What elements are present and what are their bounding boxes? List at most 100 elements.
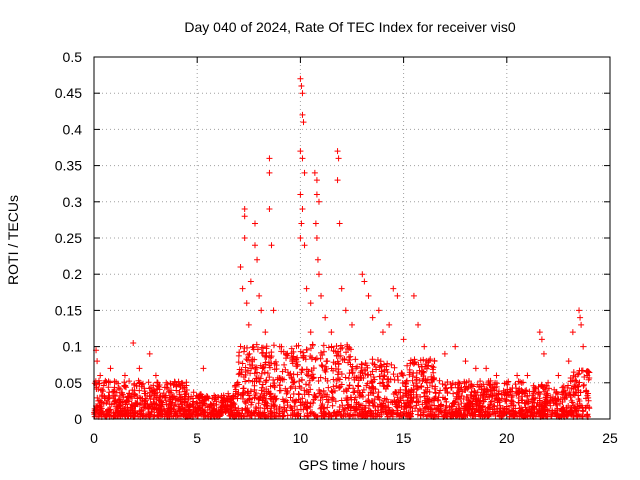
data-point [199,393,206,400]
data-point [238,371,245,378]
data-point [480,381,487,388]
data-point [420,412,427,419]
data-point [258,307,265,314]
data-point [477,392,484,399]
data-point [179,400,186,407]
data-point [232,412,239,419]
data-point [330,395,337,402]
data-point [377,380,384,387]
data-point [279,368,286,375]
data-point [199,399,206,406]
data-point [334,358,341,365]
data-point [111,398,118,405]
data-point [302,399,309,406]
data-point [487,377,494,384]
data-point [303,285,310,292]
data-point [464,385,471,392]
data-point [242,378,249,385]
data-point [248,401,255,408]
data-point [173,383,180,390]
data-point [471,405,478,412]
data-point [235,359,242,366]
data-point [288,374,295,381]
data-point [328,365,335,372]
data-point [359,271,366,278]
chart-title: Day 040 of 2024, Rate Of TEC Index for r… [184,19,515,35]
data-point [132,391,139,398]
data-point [413,399,420,406]
data-point [300,119,307,126]
data-point [296,383,303,390]
data-point [301,413,308,420]
data-point [190,389,197,396]
data-point [308,367,315,374]
data-point [147,395,154,402]
data-point [240,348,247,355]
data-point [479,403,486,410]
data-point [370,390,377,397]
data-point [456,380,463,387]
data-point [251,394,258,401]
data-point [431,412,438,419]
data-point [117,399,124,406]
data-point [374,410,381,417]
data-point [151,412,158,419]
data-point [369,383,376,390]
data-point [407,395,414,402]
data-point [577,389,584,396]
data-point [266,374,273,381]
data-point [572,405,579,412]
data-point [196,405,203,412]
data-point [574,371,581,378]
data-point [270,342,277,349]
data-point [580,343,587,350]
data-point [266,169,273,176]
data-point [561,412,568,419]
data-point [238,407,245,414]
data-point [385,379,392,386]
data-point [175,378,182,385]
data-point [254,346,261,353]
data-point [237,343,244,350]
data-point [570,372,577,379]
data-point [320,342,327,349]
data-point [583,368,590,375]
data-point [328,388,335,395]
data-point [339,357,346,364]
data-point [100,400,107,407]
data-point [414,384,421,391]
data-point [562,390,569,397]
data-point [281,398,288,405]
data-point [367,407,374,414]
data-point [343,388,350,395]
data-point [329,389,336,396]
data-point [259,397,266,404]
data-point [267,383,274,390]
data-point [172,412,179,419]
data-point [302,356,309,363]
data-point [243,406,250,413]
data-point [452,343,459,350]
data-point [408,394,415,401]
data-point [282,350,289,357]
data-point [95,377,102,384]
data-point [107,365,114,372]
data-point [106,401,113,408]
data-point [414,383,421,390]
data-point [420,369,427,376]
data-point [482,408,489,415]
y-tick-label: 0.35 [55,158,82,174]
data-point [577,314,584,321]
y-tick-label: 0 [74,411,82,427]
data-point [367,371,374,378]
data-point [325,384,332,391]
data-point [578,402,585,409]
data-point [240,374,247,381]
data-point [517,378,524,385]
data-point [178,401,185,408]
data-point [498,413,505,420]
data-point [292,399,299,406]
data-point [233,381,240,388]
data-point [422,377,429,384]
data-point [531,384,538,391]
